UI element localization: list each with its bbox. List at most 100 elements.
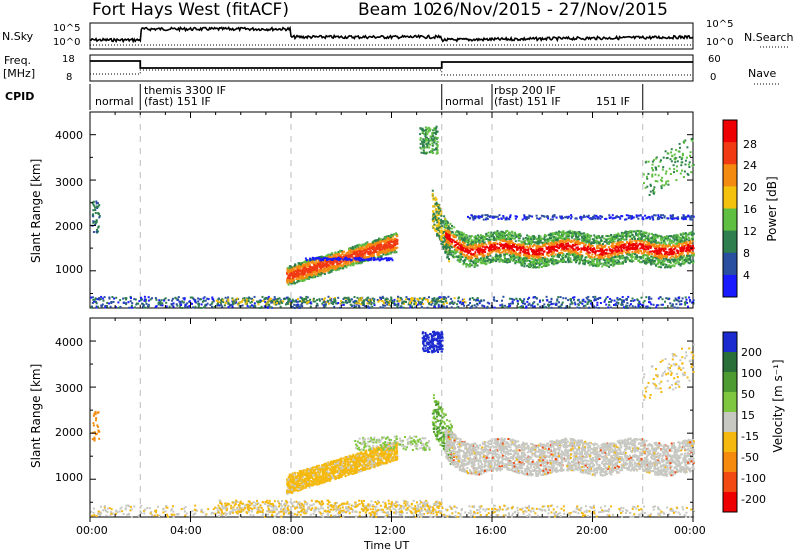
power-point-ground-2: [305, 301, 308, 304]
power-point-band: [303, 266, 306, 269]
power-point-band-low: [367, 258, 370, 261]
power-point-ground: [419, 303, 422, 306]
power-point-evening: [503, 256, 506, 259]
power-point-evening: [677, 245, 680, 248]
power-point-evening: [463, 260, 466, 263]
power-point-band: [342, 267, 345, 270]
power-point-evening: [624, 258, 627, 261]
power-point-evening: [618, 257, 621, 260]
power-point-band: [303, 279, 306, 282]
power-point-band: [303, 277, 306, 279]
power-point-ground: [681, 297, 684, 300]
power-point-ground: [339, 306, 341, 309]
power-point-ground: [639, 305, 642, 308]
power-point-evening: [445, 235, 447, 237]
power-point-ground: [373, 304, 376, 307]
power-point-evening: [462, 232, 465, 235]
power-point-ground: [297, 300, 300, 303]
power-point-band: [316, 273, 319, 275]
power-point-evening: [510, 240, 513, 242]
power-point-ground-2: [361, 303, 364, 306]
power-point-descent: [436, 214, 439, 217]
power-point-band: [345, 262, 348, 265]
power-point-ground: [96, 298, 99, 301]
power-point-ground-2: [399, 299, 402, 302]
power-point-band-low: [381, 258, 384, 261]
power-point-band: [347, 254, 350, 257]
power-point-evening: [621, 262, 624, 265]
power-point-evening: [595, 263, 598, 266]
power-point-descent: [439, 230, 442, 232]
power-point-band: [367, 244, 370, 247]
power-point-band: [394, 237, 396, 240]
power-point-evening: [628, 253, 631, 256]
power-point-ground: [136, 302, 138, 305]
power-point-evening: [579, 234, 582, 237]
power-point-ground: [393, 304, 396, 307]
power-point-spike: [428, 146, 431, 149]
power-point-ground: [468, 298, 471, 301]
power-point-ground: [159, 300, 162, 303]
power-point-evening: [628, 252, 631, 255]
power-point-band: [302, 267, 305, 270]
power-point-band: [297, 268, 299, 271]
power-point-band: [297, 262, 300, 265]
power-point-spike: [428, 127, 431, 130]
power-point-band: [390, 237, 393, 240]
power-point-evening: [673, 256, 676, 259]
power-point-evening: [523, 265, 526, 268]
power-point-band: [314, 273, 317, 276]
power-point-ground: [95, 302, 98, 305]
power-point-ground: [393, 298, 396, 301]
power-point-ground: [637, 304, 640, 307]
power-point-ground: [411, 305, 413, 308]
power-point-evening: [528, 263, 531, 266]
power-point-band: [380, 248, 383, 251]
power-point-ground-2: [410, 297, 413, 299]
power-point-ground: [140, 296, 143, 299]
power-point-evening: [549, 232, 552, 235]
power-point-ground-2: [386, 300, 388, 303]
power-point-evening: [484, 251, 487, 254]
power-point-ground: [588, 299, 591, 302]
power-point-evening: [661, 261, 664, 264]
power-point-evening: [559, 234, 562, 237]
power-point-ground: [467, 304, 470, 306]
power-point-evening: [510, 246, 513, 249]
power-point-evening: [580, 241, 583, 244]
power-point-band: [366, 251, 369, 254]
power-point-ground: [615, 304, 618, 307]
power-point-evening: [573, 231, 576, 234]
power-point-evening: [474, 257, 477, 260]
power-point-ground: [539, 299, 541, 302]
power-point-descent: [438, 236, 441, 239]
power-point-evening: [567, 257, 570, 260]
power-point-ground-2: [283, 298, 286, 301]
power-point-band: [372, 247, 375, 250]
power-point-ground: [259, 299, 262, 302]
power-point-ground: [599, 296, 602, 299]
power-point-evening: [656, 251, 658, 254]
power-point-ground: [184, 303, 187, 306]
power-point-ground: [645, 306, 648, 308]
power-point-evening: [589, 257, 592, 260]
power-point-evening: [576, 256, 579, 259]
power-point-band: [341, 256, 344, 259]
power-point-evening: [592, 262, 595, 265]
power-point-evening: [533, 236, 536, 239]
power-point-evening: [594, 236, 597, 239]
power-point-evening: [447, 244, 450, 247]
power-point-ground: [99, 298, 102, 301]
power-point-evening: [540, 256, 543, 259]
power-point-evening: [455, 241, 457, 243]
power-point-band: [354, 253, 357, 256]
power-point-band: [316, 264, 319, 267]
power-point-ground-2: [285, 303, 287, 306]
power-point-band: [297, 275, 300, 278]
power-point-band: [377, 244, 379, 247]
power-point-band: [382, 244, 385, 247]
power-point-evening: [481, 245, 484, 248]
power-point-evening: [676, 234, 679, 237]
power-point-evening: [564, 249, 567, 252]
power-point-evening: [627, 250, 629, 253]
